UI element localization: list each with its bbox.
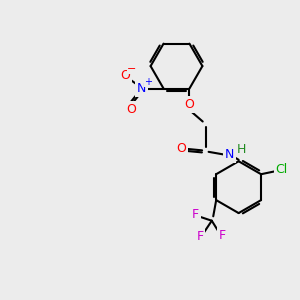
Text: O: O (126, 103, 136, 116)
Text: O: O (177, 142, 186, 155)
Text: H: H (236, 143, 246, 156)
Text: Cl: Cl (276, 163, 288, 176)
Text: N: N (137, 82, 146, 95)
Text: O: O (120, 69, 130, 82)
Text: O: O (184, 98, 194, 111)
Text: F: F (196, 230, 204, 243)
Text: N: N (225, 148, 235, 161)
Text: −: − (127, 64, 136, 74)
Text: +: + (144, 77, 152, 87)
Text: F: F (192, 208, 199, 221)
Text: F: F (218, 229, 226, 242)
